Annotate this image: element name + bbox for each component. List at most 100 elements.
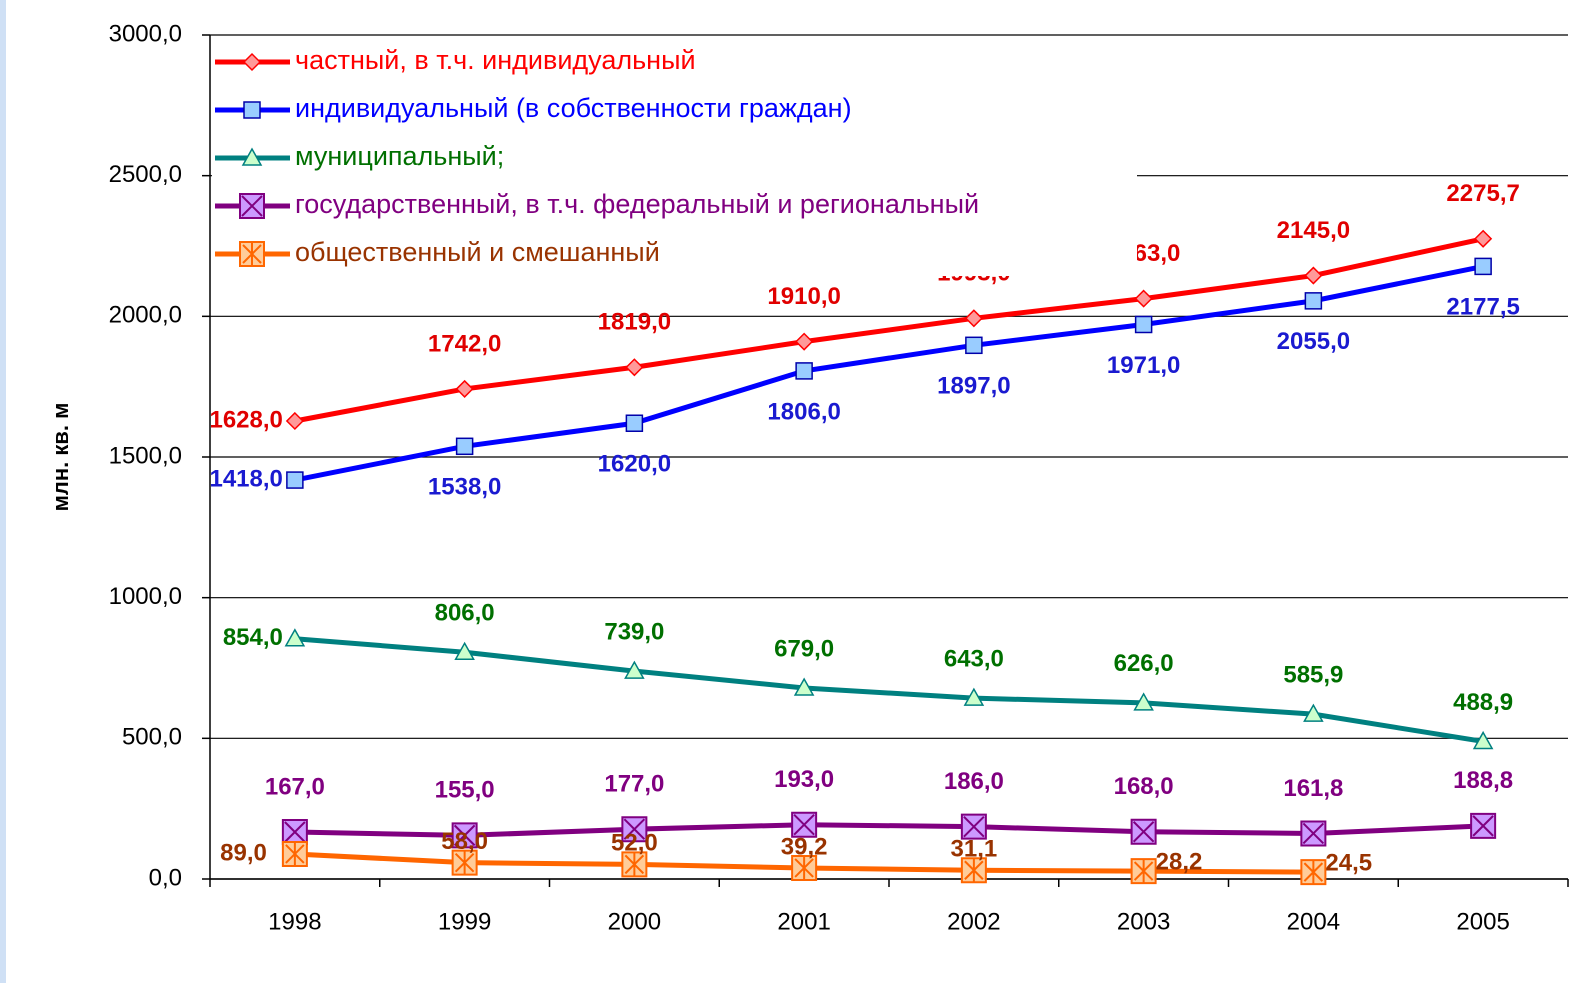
x-tick-label: 2000 <box>608 908 661 935</box>
data-label: 854,0 <box>223 624 283 651</box>
marker <box>621 816 648 843</box>
marker <box>795 332 814 351</box>
y-tick-label: 2500,0 <box>109 161 182 188</box>
marker <box>1474 229 1493 248</box>
marker <box>1470 812 1497 839</box>
x-tick-label: 2004 <box>1287 908 1340 935</box>
data-label: 161,8 <box>1283 775 1343 802</box>
marker <box>1303 703 1324 722</box>
x-tick-label: 2002 <box>947 908 1000 935</box>
marker <box>791 811 818 838</box>
marker <box>624 660 645 679</box>
data-label: 58,0 <box>441 828 488 855</box>
marker <box>454 641 475 660</box>
x-tick-label: 1999 <box>438 908 491 935</box>
series-line <box>294 236 1484 424</box>
marker <box>285 411 304 431</box>
legend-box <box>212 40 1137 276</box>
data-label: 177,0 <box>604 771 664 798</box>
y-tick-label: 1500,0 <box>109 442 182 469</box>
marker <box>1472 730 1494 750</box>
marker <box>242 52 262 72</box>
data-label: 89,0 <box>220 839 267 866</box>
marker <box>963 687 985 706</box>
data-label: 28,2 <box>1156 848 1203 875</box>
marker <box>1130 818 1157 845</box>
marker <box>1300 820 1327 847</box>
marker <box>793 677 815 696</box>
data-label: 626,0 <box>1114 650 1174 677</box>
legend-label: частный, в т.ч. индивидуальный <box>295 45 696 75</box>
data-label: 1628,0 <box>209 406 282 433</box>
marker <box>241 147 263 166</box>
marker <box>791 854 818 881</box>
y-axis-label: млн. кв. м <box>48 403 73 512</box>
marker <box>1130 858 1157 885</box>
marker <box>625 358 644 377</box>
x-tick-label: 2001 <box>777 908 830 935</box>
data-label: 806,0 <box>435 600 495 627</box>
data-label: 679,0 <box>774 635 834 662</box>
data-label: 585,9 <box>1283 662 1343 689</box>
marker <box>960 813 987 840</box>
data-label: 24,5 <box>1325 849 1372 876</box>
marker <box>455 437 474 456</box>
marker <box>1133 692 1154 711</box>
data-label: 1910,0 <box>767 283 840 310</box>
marker <box>1474 257 1492 276</box>
series-line <box>294 263 1484 483</box>
marker <box>284 628 306 647</box>
data-label: 1538,0 <box>428 474 501 501</box>
legend-label: общественный и смешанный <box>295 237 660 267</box>
marker <box>625 414 644 432</box>
marker <box>795 362 813 380</box>
data-label: 1806,0 <box>767 398 840 425</box>
marker <box>286 471 304 489</box>
data-label: 488,9 <box>1453 689 1513 716</box>
data-label: 643,0 <box>944 645 1004 672</box>
data-label: 2275,7 <box>1446 180 1519 207</box>
marker <box>451 822 478 849</box>
y-tick-label: 3000,0 <box>109 20 182 47</box>
data-label: 1418,0 <box>209 465 282 492</box>
data-label: 1971,0 <box>1107 352 1180 379</box>
series-line <box>294 636 1484 744</box>
marker <box>964 309 983 328</box>
marker <box>1300 859 1327 886</box>
legend-label: индивидуальный (в собственности граждан) <box>295 93 852 123</box>
y-tick-label: 2000,0 <box>109 302 182 329</box>
marker <box>239 193 265 219</box>
data-label: 168,0 <box>1114 773 1174 800</box>
marker <box>1304 266 1323 285</box>
legend-label: муниципальный; <box>295 141 504 171</box>
data-label: 1897,0 <box>937 373 1010 400</box>
marker <box>239 241 265 267</box>
data-label: 739,0 <box>604 618 664 645</box>
data-label: 1742,0 <box>428 330 501 357</box>
marker <box>960 857 987 884</box>
data-label: 155,0 <box>435 777 495 804</box>
y-tick-label: 0,0 <box>149 864 182 891</box>
series-line <box>294 822 1484 838</box>
marker <box>243 101 261 119</box>
data-label: 186,0 <box>944 768 1004 795</box>
marker <box>451 849 478 876</box>
data-label: 31,1 <box>951 836 998 863</box>
marker <box>455 379 474 398</box>
marker <box>965 336 983 355</box>
data-label: 1620,0 <box>598 451 671 478</box>
legend: частный, в т.ч. индивидуальный индивидуал… <box>212 40 1137 276</box>
data-label: 52,0 <box>611 830 658 857</box>
marker <box>1304 292 1323 310</box>
data-label: 1819,0 <box>598 309 671 336</box>
data-label: 193,0 <box>774 766 834 793</box>
legend-label: государственный, в т.ч. федеральный и ре… <box>295 189 979 219</box>
x-tick-label: 1998 <box>268 908 321 935</box>
marker <box>281 840 308 867</box>
data-label: 2177,5 <box>1446 294 1519 321</box>
data-label: 2145,0 <box>1277 217 1350 244</box>
y-tick-label: 500,0 <box>122 724 182 751</box>
data-label: 188,8 <box>1453 767 1513 794</box>
frame-edge <box>0 0 6 983</box>
